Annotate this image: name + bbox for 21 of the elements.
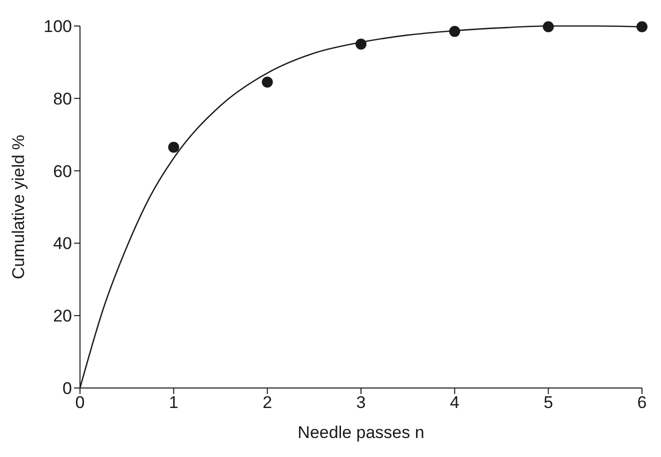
x-tick-label: 3 [356, 393, 366, 412]
point [636, 21, 648, 32]
x-tick-label: 2 [262, 393, 272, 412]
point [542, 21, 554, 32]
x-tick-label: 4 [450, 393, 460, 412]
point [449, 26, 460, 37]
x-tick-label: 5 [544, 393, 554, 412]
y-tick-label: 40 [53, 234, 72, 254]
y-tick-label: 20 [53, 306, 72, 326]
y-tick-label: 60 [53, 162, 72, 181]
point [168, 142, 180, 153]
y-axis-title: Cumulative yield % [9, 134, 28, 280]
y-tick-label: 80 [53, 89, 72, 108]
y-tick-label: 100 [44, 17, 72, 36]
x-tick-label: 1 [168, 393, 178, 412]
x-tick-label: 0 [75, 393, 85, 412]
x-tick-label: 6 [637, 393, 647, 412]
point [356, 38, 366, 50]
y-tick-label: 0 [62, 379, 72, 398]
point [262, 76, 273, 88]
x-axis-title: Needle passes n [298, 423, 424, 442]
